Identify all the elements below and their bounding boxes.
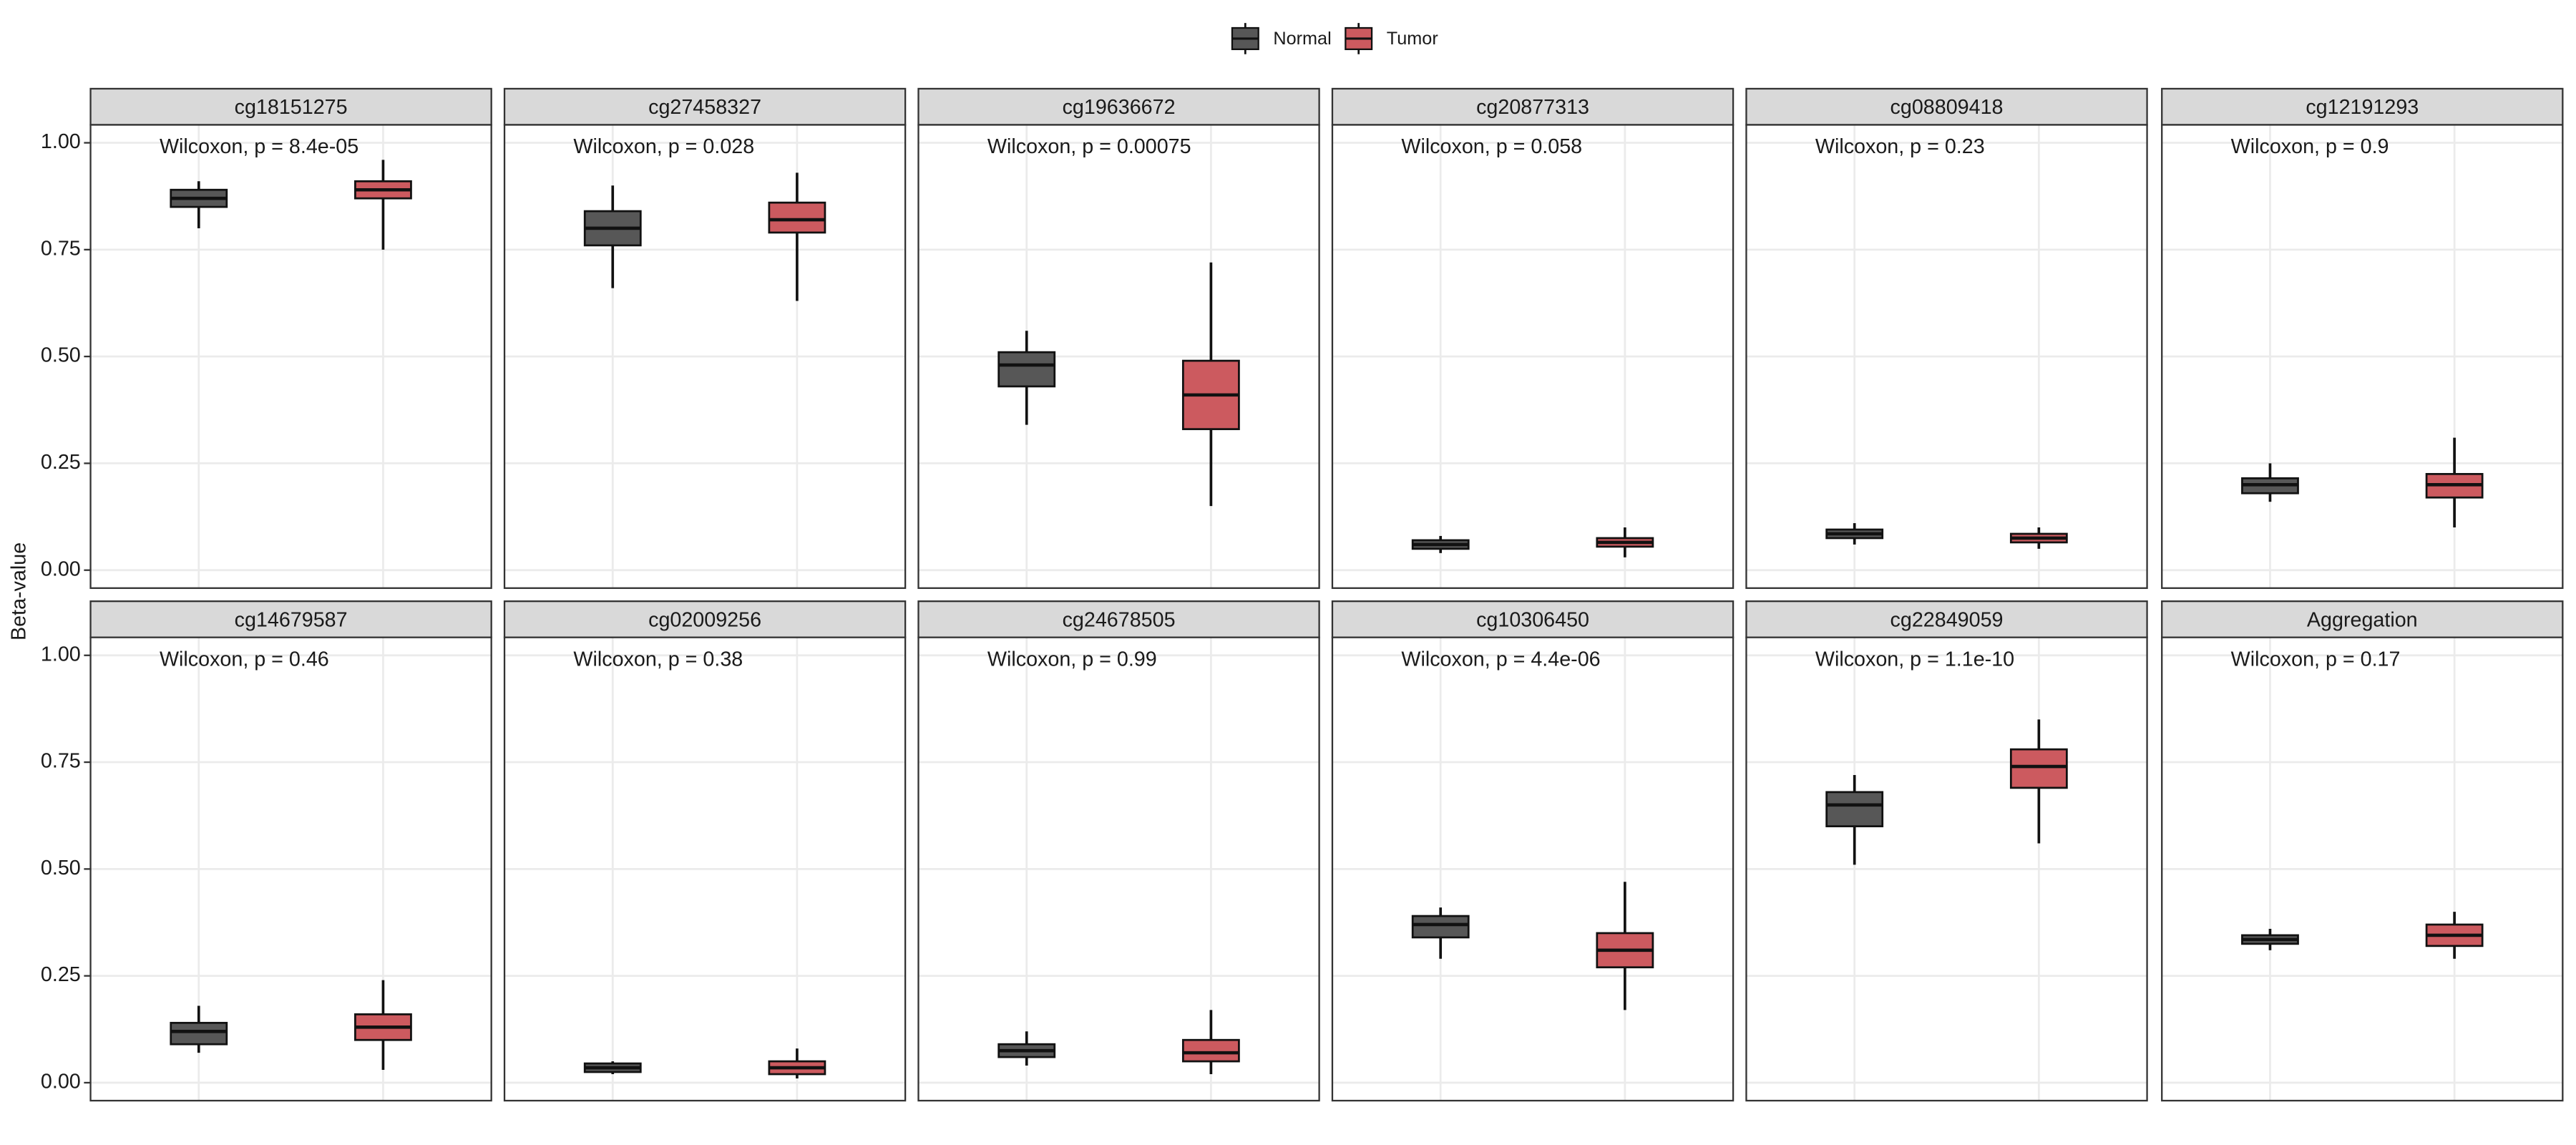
y-tick-label: 0.75 [41, 750, 81, 773]
annotation: Wilcoxon, p = 0.00075 [987, 135, 1191, 158]
panel-title: Aggregation [2307, 608, 2418, 631]
annotation: Wilcoxon, p = 0.9 [2231, 135, 2389, 158]
annotation: Wilcoxon, p = 4.4e-06 [1401, 648, 1600, 671]
strip [89, 87, 492, 126]
box [2009, 748, 2068, 789]
box [1825, 791, 1884, 828]
strip [917, 87, 1320, 126]
panel-title: cg20877313 [1476, 96, 1589, 119]
y-tick-label: 1.00 [41, 130, 81, 153]
panel-title: cg22849059 [1890, 608, 2004, 631]
annotation: Wilcoxon, p = 0.23 [1815, 135, 1985, 158]
y-tick-label: 0.00 [41, 557, 81, 580]
annotation: Wilcoxon, p = 0.028 [573, 135, 754, 158]
legend-label: Tumor [1387, 29, 1438, 49]
strip [503, 600, 907, 638]
panel-title: cg14679587 [235, 608, 348, 631]
strip [1331, 600, 1735, 638]
box [1411, 915, 1470, 939]
annotation: Wilcoxon, p = 0.99 [987, 648, 1157, 671]
strip [89, 600, 492, 638]
panel-title: cg19636672 [1063, 96, 1176, 119]
y-tick-label: 1.00 [41, 643, 81, 666]
panel-border [2161, 124, 2564, 589]
panel-border [89, 636, 492, 1102]
strip [1745, 600, 2148, 638]
annotation: Wilcoxon, p = 1.1e-10 [1815, 648, 2014, 671]
strip [1331, 87, 1735, 126]
y-tick-label: 0.25 [41, 963, 81, 986]
panel-border [1745, 124, 2148, 589]
panel-title: cg08809418 [1890, 96, 2004, 119]
panel-border [1331, 636, 1735, 1102]
panel-border [1331, 124, 1735, 589]
panel-title: cg10306450 [1476, 608, 1589, 631]
panel-border [503, 636, 907, 1102]
panel-border [503, 124, 907, 589]
y-tick-label: 0.25 [41, 451, 81, 474]
annotation: Wilcoxon, p = 0.46 [160, 648, 329, 671]
y-tick-label: 0.50 [41, 344, 81, 367]
panel-border [89, 124, 492, 589]
panel-title: cg12191293 [2306, 96, 2419, 119]
annotation: Wilcoxon, p = 0.38 [573, 648, 743, 671]
y-tick-label: 0.00 [41, 1071, 81, 1093]
annotation: Wilcoxon, p = 0.17 [2231, 648, 2401, 671]
panel-title: cg24678505 [1063, 608, 1176, 631]
strip [2161, 87, 2564, 126]
panel-border [917, 124, 1320, 589]
panel-border [917, 636, 1320, 1102]
box [997, 351, 1056, 388]
panel-title: cg18151275 [235, 96, 348, 119]
panel-title: cg27458327 [648, 96, 761, 119]
y-tick-label: 0.75 [41, 237, 81, 260]
annotation: Wilcoxon, p = 8.4e-05 [160, 135, 358, 158]
panel-border [1745, 636, 2148, 1102]
legend-label: Normal [1273, 29, 1331, 49]
y-tick-label: 0.50 [41, 857, 81, 880]
strip [917, 600, 1320, 638]
box [170, 1021, 228, 1046]
annotation: Wilcoxon, p = 0.058 [1401, 135, 1582, 158]
panel-border [2161, 636, 2564, 1102]
y-axis-label: Beta-value [7, 542, 30, 640]
panel-title: cg02009256 [648, 608, 761, 631]
box [1181, 1038, 1240, 1063]
strip [2161, 600, 2564, 638]
box [768, 201, 826, 234]
